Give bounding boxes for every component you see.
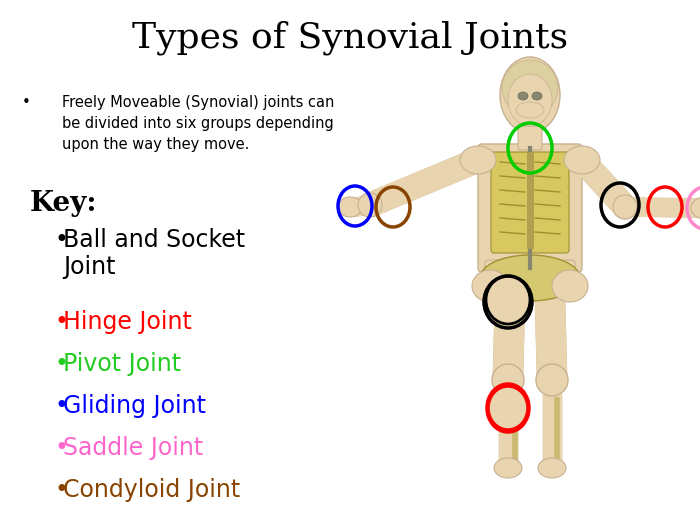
Text: •: • — [22, 95, 31, 110]
FancyBboxPatch shape — [485, 260, 575, 296]
Text: Gliding Joint: Gliding Joint — [63, 394, 206, 418]
Ellipse shape — [564, 146, 600, 174]
Ellipse shape — [508, 74, 552, 126]
Text: •: • — [55, 228, 69, 252]
Ellipse shape — [486, 276, 530, 324]
FancyBboxPatch shape — [518, 126, 542, 150]
Text: •: • — [55, 478, 69, 502]
Ellipse shape — [532, 92, 542, 100]
Text: Freely Moveable (Synovial) joints can
be divided into six groups depending
upon : Freely Moveable (Synovial) joints can be… — [62, 95, 335, 152]
Ellipse shape — [488, 386, 528, 430]
Text: Hinge Joint: Hinge Joint — [63, 310, 192, 334]
FancyBboxPatch shape — [478, 144, 582, 272]
Ellipse shape — [500, 57, 560, 133]
Ellipse shape — [552, 270, 588, 302]
Ellipse shape — [518, 92, 528, 100]
Ellipse shape — [494, 458, 522, 478]
Ellipse shape — [516, 102, 544, 118]
Ellipse shape — [492, 364, 524, 396]
Text: •: • — [55, 394, 69, 418]
Ellipse shape — [691, 197, 700, 219]
Ellipse shape — [536, 364, 568, 396]
Text: Condyloid Joint: Condyloid Joint — [63, 478, 240, 502]
Ellipse shape — [460, 146, 496, 174]
Ellipse shape — [613, 195, 637, 219]
Ellipse shape — [358, 193, 382, 217]
Text: Pivot Joint: Pivot Joint — [63, 352, 181, 376]
Ellipse shape — [480, 255, 580, 301]
Text: •: • — [55, 352, 69, 376]
Text: Ball and Socket
Joint: Ball and Socket Joint — [63, 228, 245, 279]
Text: •: • — [55, 436, 69, 460]
Ellipse shape — [538, 458, 566, 478]
Ellipse shape — [338, 197, 362, 217]
Text: Types of Synovial Joints: Types of Synovial Joints — [132, 21, 568, 55]
Text: Saddle Joint: Saddle Joint — [63, 436, 203, 460]
Ellipse shape — [502, 60, 558, 116]
Text: Key:: Key: — [30, 190, 97, 217]
Ellipse shape — [472, 270, 508, 302]
Text: •: • — [55, 310, 69, 334]
FancyBboxPatch shape — [491, 152, 569, 253]
